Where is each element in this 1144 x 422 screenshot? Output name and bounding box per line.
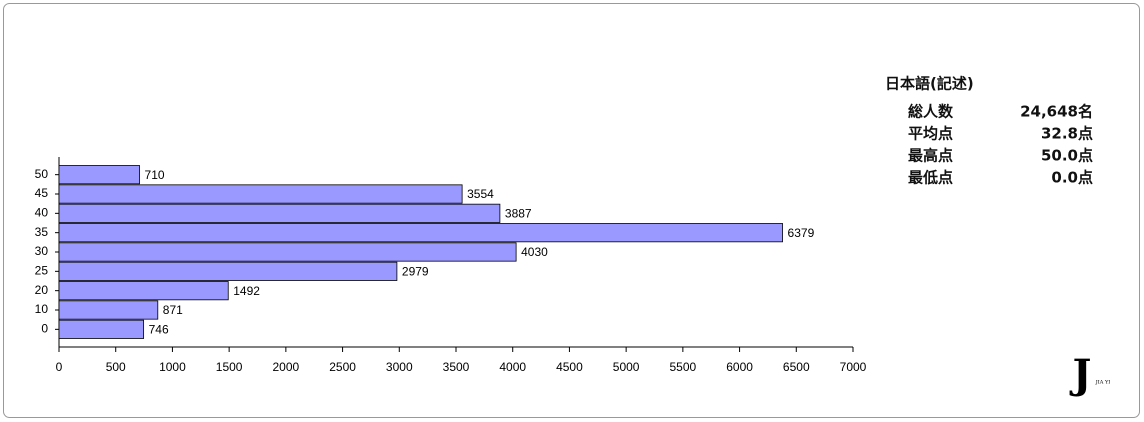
x-tick-label: 6000 [726,360,753,374]
stat-label: 最低点 [908,169,953,187]
stat-value: 24,648名 [1020,103,1093,121]
stat-label: 総人数 [908,103,954,121]
y-tick-label: 25 [35,264,49,278]
data-label: 3887 [505,207,532,221]
y-tick-label: 30 [35,244,49,258]
x-tick-label: 1500 [216,360,243,374]
y-tick-label: 35 [35,225,49,239]
x-tick-label: 3500 [443,360,470,374]
y-tick-label: 40 [35,206,49,220]
frame [3,3,1140,418]
data-label: 2979 [402,265,429,279]
x-tick-label: 2500 [329,360,356,374]
y-tick-label: 10 [35,302,49,316]
bar [58,242,517,262]
logo-mark: J [1070,351,1092,398]
data-label: 4030 [521,245,548,259]
x-tick-label: 3000 [386,360,413,374]
y-tick-label: 50 [35,167,49,181]
bar [58,281,229,301]
y-tick-label: 45 [35,186,49,200]
y-tick-label: 20 [35,283,49,297]
y-tick-label: 0 [41,322,48,336]
data-label: 3554 [467,187,494,201]
data-label: 710 [145,168,165,182]
stat-value: 0.0点 [1051,169,1093,187]
stat-value: 50.0点 [1041,147,1093,165]
bar [58,261,398,281]
x-tick-label: 500 [106,360,126,374]
x-tick-label: 5000 [613,360,640,374]
logo-text: JIA YI [1095,380,1110,386]
stat-value: 32.8点 [1041,125,1093,143]
bar [58,300,159,320]
x-tick-label: 1000 [159,360,186,374]
x-tick-label: 4500 [556,360,583,374]
data-label: 1492 [233,284,260,298]
bar [58,165,140,185]
stat-label: 平均点 [908,125,953,143]
x-tick-label: 0 [56,360,63,374]
data-label: 6379 [788,226,815,240]
bar [58,203,501,223]
x-tick-label: 7000 [840,360,867,374]
bar [58,319,145,339]
stat-label: 最高点 [908,147,953,165]
x-tick-label: 2000 [273,360,300,374]
data-label: 871 [163,303,183,317]
data-label: 746 [149,323,169,337]
stats-title: 日本語(記述) [885,75,974,93]
x-tick-label: 5500 [670,360,697,374]
bar [58,223,783,243]
x-tick-label: 6500 [783,360,810,374]
x-tick-label: 4000 [499,360,526,374]
bar [58,184,463,204]
